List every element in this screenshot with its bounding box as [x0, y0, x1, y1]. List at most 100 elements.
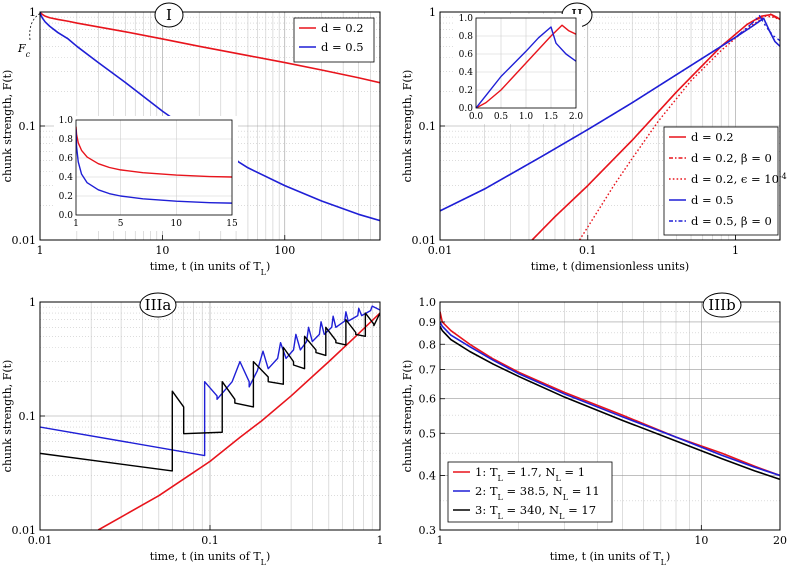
x-axis-label: time, t (dimensionless units)	[531, 260, 689, 273]
x-tick-label: 100	[274, 244, 295, 257]
legend-box	[293, 17, 375, 63]
series-line-1	[440, 311, 780, 477]
inset-x-tick-label: 2.0	[569, 112, 584, 122]
panel-label: I	[166, 6, 172, 24]
inset-x-tick-label: 10	[171, 219, 183, 229]
series-line-5	[440, 14, 780, 212]
y-tick-label: 0.9	[419, 316, 437, 329]
inset-y-tick-label: 1.0	[459, 14, 474, 24]
superscript: -4	[779, 172, 787, 181]
label-tail: = 38.5, N	[503, 484, 563, 498]
x-tick-label: 10	[694, 534, 708, 547]
x-tick-label: 20	[773, 534, 787, 547]
panel-label-badge	[702, 292, 742, 318]
y-tick-label: 0.01	[412, 234, 437, 247]
x-tick-label: 1	[37, 244, 44, 257]
inset-series-line-2	[476, 26, 576, 108]
subscript: L	[563, 493, 569, 502]
inset-x-tick-label: 1.0	[519, 112, 534, 122]
x-tick-label: 10	[155, 244, 169, 257]
y-tick-label: 0.3	[419, 524, 437, 537]
label-tail: = 340, N	[503, 503, 559, 517]
x-tick-label: 0.01	[428, 244, 453, 257]
series-line-3	[40, 312, 380, 472]
legend: 1: TL = 1.7, NL = 12: TL = 38.5, NL = 11…	[447, 461, 613, 523]
y-tick-label: 0.6	[419, 393, 437, 406]
subscript: L	[498, 474, 504, 483]
inset-y-tick-label: 0.6	[59, 154, 74, 164]
inset-y-tick-label: 0.4	[459, 68, 474, 78]
y-tick-label: 1.0	[419, 296, 437, 309]
subscript: L	[555, 474, 561, 483]
inset-y-tick-label: 1.0	[59, 116, 74, 126]
inset-chart: 0.00.20.40.60.81.01 5 10 15	[54, 116, 238, 231]
legend-label: 3: TL = 340, NL = 17	[475, 503, 596, 521]
label-tail: = 17	[564, 503, 596, 517]
legend-label: d = 0.2, ϵ = 10-4	[691, 172, 787, 187]
subscript: L	[498, 512, 504, 521]
panel-iiib: 1 10 20 0.3 0.4 0.5 0.6 0.7 0.8 0.9 1.0 time, t (in…	[401, 292, 787, 567]
x-tick-label: 1	[437, 534, 444, 547]
y-axis-label: chunk strength, F(t)	[401, 360, 414, 473]
y-tick-label: 0.1	[419, 120, 437, 133]
legend-box	[663, 126, 779, 236]
y-axis-label: chunk strength, F(t)	[1, 70, 14, 183]
y-axis-label: chunk strength, F(t)	[401, 70, 414, 183]
inset-y-tick-label: 0.4	[59, 173, 74, 183]
y-tick-label: 0.1	[19, 120, 37, 133]
inset-series-line-2	[76, 129, 232, 204]
inset-background	[454, 14, 582, 124]
subscript: L	[661, 558, 667, 567]
fc-annotation-arrow	[29, 12, 42, 41]
panel-iiia: 0.01 0.1 1 0.01 0.1 1 time, t (in units of TL)…	[1, 292, 384, 567]
label-tail: = 1	[561, 465, 585, 479]
panel-label-badge	[154, 2, 184, 28]
inset-series-line-1	[476, 24, 576, 108]
legend: d = 0.2 d = 0.5	[293, 17, 375, 63]
label-tail: )	[266, 260, 270, 273]
legend-label: 2: TL = 38.5, NL = 11	[475, 484, 600, 502]
inset-x-tick-label: 0.5	[494, 112, 509, 122]
inset-y-tick-label: 0.2	[59, 192, 73, 202]
legend-label: d = 0.5, β = 0	[691, 214, 772, 228]
series-line-1	[40, 12, 380, 84]
inset-y-tick-label: 0.0	[59, 211, 74, 221]
inset-y-tick-label: 0.0	[459, 104, 474, 114]
series-line-3	[578, 15, 780, 240]
x-tick-label: 0.1	[201, 534, 219, 547]
x-axis-label: time, t (in units of TL)	[550, 550, 671, 567]
series-line-1	[97, 312, 380, 530]
y-tick-label: 0.01	[12, 524, 37, 537]
y-tick-label: 0.01	[12, 234, 37, 247]
series-line-2	[40, 305, 380, 457]
y-tick-label: 0.1	[19, 410, 37, 423]
y-tick-label: 1	[29, 6, 36, 19]
gridlines	[39, 301, 381, 531]
inset-x-tick-label: 1.5	[544, 112, 559, 122]
series-line-3	[440, 325, 780, 481]
x-axis-label: time, t (in units of TL)	[150, 260, 271, 277]
inset-x-tick-label: 15	[226, 219, 238, 229]
y-tick-label: 0.8	[419, 338, 437, 351]
legend-label: d = 0.2	[691, 130, 734, 144]
x-tick-label: 0.1	[579, 244, 597, 257]
inset-x-tick-label: 0.0	[469, 112, 484, 122]
panel-ii: 0.01 0.1 1 0.01 0.1 1 time, t (dimensionless u…	[401, 2, 787, 273]
subscript: c	[26, 50, 31, 59]
y-tick-label: 0.5	[419, 427, 437, 440]
y-tick-label: 0.4	[419, 470, 437, 483]
x-axis-label: time, t (in units of TL)	[150, 550, 271, 567]
subscript: L	[559, 512, 565, 521]
inset-frame	[475, 17, 577, 109]
x-tick-label: 1	[732, 244, 739, 257]
plot-frame	[439, 301, 781, 531]
x-tick-label: 1	[377, 534, 384, 547]
inset-x-tick-label: 1	[73, 219, 79, 229]
label-tail: )	[666, 550, 670, 563]
subscript: L	[261, 558, 267, 567]
y-tick-label: 1	[29, 296, 36, 309]
subscript: L	[498, 493, 504, 502]
legend-box	[447, 461, 613, 523]
